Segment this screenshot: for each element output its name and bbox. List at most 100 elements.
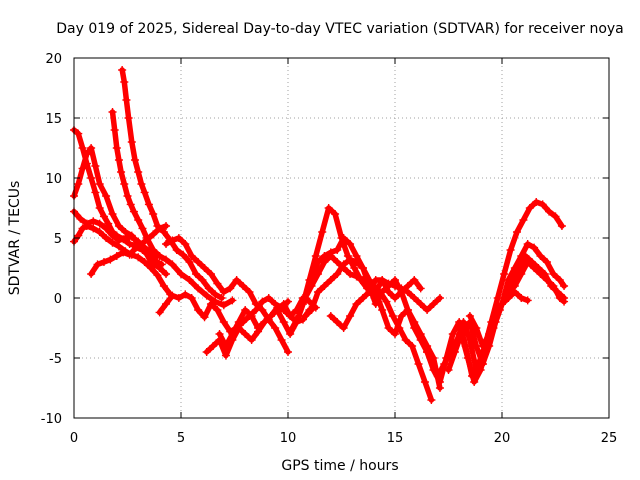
data-point — [440, 360, 449, 368]
data-point — [202, 291, 211, 300]
data-point — [157, 260, 166, 269]
data-point — [76, 214, 85, 223]
data-point — [194, 306, 203, 314]
data-point — [339, 264, 348, 272]
data-point — [112, 144, 121, 152]
data-point — [525, 204, 534, 212]
data-point — [346, 270, 355, 278]
data-point — [162, 270, 171, 278]
data-point — [346, 255, 355, 264]
data-point — [279, 300, 288, 308]
data-point — [429, 300, 438, 308]
data-point — [140, 258, 149, 266]
data-point — [504, 294, 513, 302]
data-point — [523, 258, 532, 266]
data-point — [530, 264, 539, 272]
data-point — [130, 156, 139, 164]
data-point — [99, 212, 108, 221]
data-point — [536, 252, 545, 260]
data-point — [294, 306, 303, 314]
data-point — [307, 282, 316, 290]
data-point — [435, 378, 444, 386]
data-point — [523, 296, 532, 305]
data-point — [219, 318, 228, 326]
data-point — [213, 306, 222, 314]
data-point — [95, 219, 104, 228]
data-point — [378, 306, 387, 314]
data-point — [239, 282, 248, 290]
data-point — [410, 318, 419, 326]
data-point — [333, 246, 342, 254]
data-point — [121, 228, 130, 236]
data-point — [523, 240, 532, 248]
data-point — [264, 294, 273, 302]
series-track-7 — [118, 66, 226, 302]
data-point — [517, 294, 526, 302]
data-point — [119, 248, 128, 257]
data-point — [200, 313, 209, 322]
data-point — [200, 264, 209, 272]
data-point — [498, 300, 506, 308]
data-point — [470, 378, 479, 386]
data-point — [159, 282, 168, 290]
data-point — [108, 210, 117, 218]
data-point — [542, 258, 551, 266]
series-line — [119, 67, 225, 301]
data-point — [162, 222, 171, 230]
data-point — [472, 324, 481, 332]
data-point — [346, 240, 355, 248]
data-point — [78, 144, 87, 152]
data-point — [352, 300, 361, 308]
data-point — [416, 300, 425, 308]
data-point — [247, 336, 256, 344]
data-point — [147, 264, 156, 272]
data-point — [123, 192, 132, 200]
data-point — [127, 138, 136, 146]
data-point — [114, 242, 123, 251]
data-point — [181, 290, 190, 299]
y-tick-label: 15 — [45, 112, 62, 127]
data-point — [493, 294, 502, 302]
y-tick-label: 0 — [54, 292, 62, 307]
data-point — [74, 180, 83, 188]
data-point — [352, 258, 361, 266]
data-point — [187, 252, 196, 260]
data-point — [450, 348, 459, 356]
data-point — [132, 243, 141, 252]
data-point — [476, 366, 485, 374]
data-point — [384, 324, 393, 332]
data-point — [397, 288, 406, 296]
data-point — [87, 174, 96, 182]
data-point — [114, 222, 123, 230]
data-point — [352, 272, 361, 281]
data-point — [326, 252, 335, 260]
data-point — [403, 306, 412, 314]
data-point — [560, 297, 569, 306]
y-tick-label: 20 — [45, 52, 62, 67]
data-point — [228, 296, 237, 305]
y-axis-label: SDTVAR / TECUs — [7, 181, 23, 296]
data-point — [530, 243, 539, 252]
data-point — [448, 330, 457, 338]
data-point — [226, 284, 235, 293]
data-point — [112, 231, 121, 240]
data-point — [416, 284, 425, 293]
data-point — [89, 224, 98, 233]
data-point — [78, 224, 87, 233]
data-point — [333, 258, 342, 266]
data-point — [153, 222, 162, 230]
data-point — [162, 240, 171, 248]
data-point — [307, 306, 316, 314]
data-point — [191, 270, 200, 278]
data-point — [358, 276, 367, 284]
data-point — [254, 324, 263, 332]
data-point — [134, 253, 143, 262]
data-point — [204, 284, 213, 293]
data-point — [397, 312, 406, 320]
data-point — [138, 246, 147, 254]
data-point — [266, 312, 275, 320]
data-point — [194, 284, 203, 293]
data-point — [142, 234, 151, 242]
axis-ticks: 0 5 10 15 20 25 -10 -5 0 5 10 15 20 — [41, 52, 618, 446]
